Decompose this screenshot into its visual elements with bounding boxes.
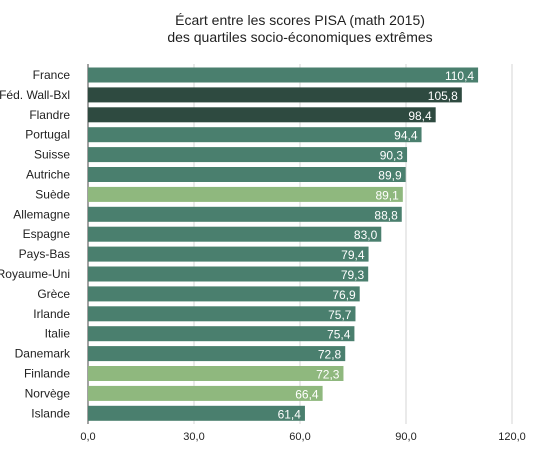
category-label: Pays-Bas [19, 247, 70, 261]
category-label: Espagne [23, 227, 71, 241]
data-label: 89,9 [378, 169, 402, 183]
bar [88, 266, 369, 282]
bar [88, 246, 369, 262]
bar [88, 167, 406, 182]
bar [88, 226, 382, 242]
chart-title-line-1: Écart entre les scores PISA (math 2015) [175, 12, 425, 28]
bar [88, 326, 355, 342]
category-label: Flandre [29, 108, 70, 122]
data-label: 94,4 [394, 129, 418, 143]
category-label: Royaume-Uni [0, 267, 70, 281]
bar [88, 147, 408, 163]
data-label: 110,4 [445, 69, 474, 83]
data-label: 75,4 [327, 328, 351, 342]
x-tick-label: 90,0 [395, 431, 416, 443]
data-label: 88,8 [374, 208, 398, 222]
bar [88, 206, 402, 222]
bar [88, 186, 403, 202]
x-tick-label: 120,0 [498, 431, 526, 443]
category-label: Finlande [24, 367, 70, 381]
data-label: 72,3 [316, 368, 340, 382]
data-label: 79,3 [341, 268, 365, 282]
category-label: Italie [45, 327, 71, 341]
chart-title-line-2: des quartiles socio-économiques extrêmes [167, 29, 433, 45]
x-tick-label: 0,0 [80, 431, 95, 443]
category-label: Allemagne [13, 207, 70, 221]
bar [88, 87, 462, 103]
category-label: Suisse [34, 148, 70, 162]
data-label: 98,4 [408, 109, 432, 123]
data-label: 75,7 [328, 308, 352, 322]
x-tick-label: 60,0 [289, 431, 310, 443]
category-label: Féd. Wall-Bxl [0, 88, 70, 102]
bar [88, 286, 360, 302]
bar [88, 127, 422, 143]
category-label: France [33, 68, 71, 82]
bar [88, 67, 479, 83]
category-label: Danemark [15, 347, 71, 361]
bar [88, 366, 344, 381]
data-label: 66,4 [295, 387, 319, 401]
bar [88, 405, 305, 421]
category-label: Islande [31, 406, 70, 420]
data-label: 105,8 [428, 89, 458, 103]
data-label: 83,0 [354, 228, 378, 242]
category-label: Portugal [25, 128, 70, 142]
data-label: 72,8 [318, 348, 342, 362]
bar [88, 306, 356, 322]
data-label: 90,3 [380, 149, 404, 163]
category-label: Autriche [26, 168, 70, 182]
category-label: Norvège [25, 386, 71, 400]
bar [88, 385, 323, 401]
category-label: Suède [35, 187, 70, 201]
data-label: 79,4 [341, 248, 365, 262]
data-label: 89,1 [375, 188, 399, 202]
chart-title: Écart entre les scores PISA (math 2015) … [90, 12, 510, 46]
bar [88, 107, 436, 123]
category-label: Grèce [37, 287, 70, 301]
data-label: 61,4 [278, 407, 302, 421]
category-label: Irlande [33, 307, 70, 321]
data-label: 76,9 [332, 288, 356, 302]
x-tick-label: 30,0 [183, 431, 204, 443]
bar [88, 346, 346, 362]
